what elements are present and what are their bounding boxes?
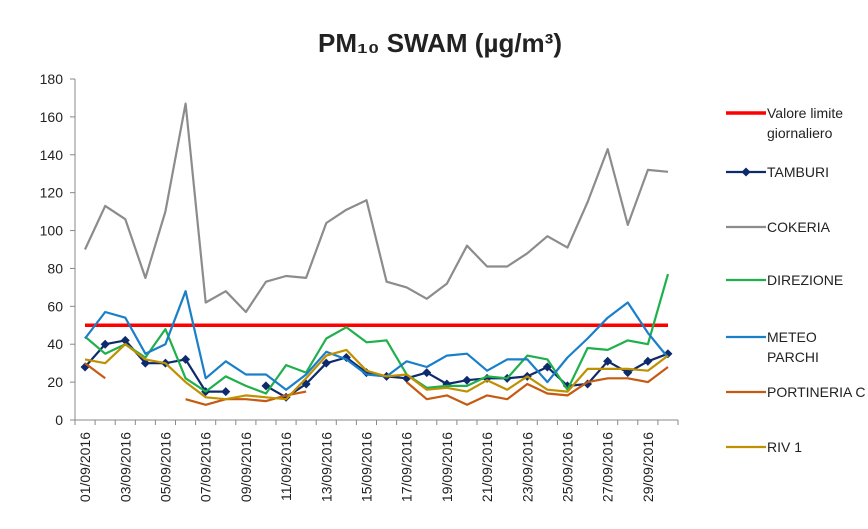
x-tick-label: 21/09/2016 [479, 432, 495, 502]
legend-label: TAMBURI [767, 164, 829, 180]
point-marker [643, 356, 653, 366]
x-tick-label: 11/09/2016 [278, 432, 294, 501]
y-tick-label: 120 [40, 185, 64, 201]
legend-label: RIV 1 [767, 439, 803, 455]
point-marker [422, 368, 432, 378]
point-marker [321, 358, 331, 368]
point-marker [623, 368, 633, 378]
x-tick-label: 13/09/2016 [318, 432, 334, 502]
x-tick-label: 17/09/2016 [399, 432, 415, 502]
x-tick-label: 19/09/2016 [439, 432, 455, 502]
series-line [84, 343, 669, 401]
y-tick-label: 40 [47, 336, 63, 352]
point-marker [603, 356, 613, 366]
legend-label: METEO PARCHI [767, 329, 819, 365]
point-marker [261, 381, 271, 391]
x-tick-label: 09/09/2016 [238, 432, 254, 502]
legend-label: PORTINERIA C [767, 384, 866, 400]
series-line [84, 273, 670, 395]
point-marker [120, 335, 130, 345]
legend-label: DIREZIONE [767, 272, 844, 288]
y-tick-label: 160 [40, 109, 64, 125]
series-line [84, 290, 669, 391]
y-tick-label: 180 [40, 71, 64, 87]
x-tick-label: 07/09/2016 [198, 432, 214, 502]
y-tick-label: 100 [40, 223, 64, 239]
point-marker [181, 354, 191, 364]
x-tick-label: 29/09/2016 [640, 432, 656, 502]
y-tick-label: 80 [47, 260, 63, 276]
series-line [84, 102, 669, 314]
y-tick-label: 0 [55, 412, 63, 428]
x-tick-label: 15/09/2016 [358, 432, 374, 502]
x-tick-label: 05/09/2016 [157, 432, 173, 502]
x-tick-label: 01/09/2016 [77, 432, 93, 502]
series-line [84, 362, 669, 406]
x-tick-label: 27/09/2016 [600, 432, 616, 502]
legend-marker [741, 167, 751, 177]
legend-label: Valore limite giornaliero [767, 105, 843, 141]
y-tick-label: 140 [40, 147, 64, 163]
y-tick-label: 60 [47, 298, 63, 314]
point-marker [100, 339, 110, 349]
y-tick-label: 20 [47, 374, 63, 390]
x-tick-label: 25/09/2016 [559, 432, 575, 502]
x-tick-label: 23/09/2016 [519, 432, 535, 502]
x-tick-label: 03/09/2016 [117, 432, 133, 502]
point-marker [462, 375, 472, 385]
chart-title: PM₁₀ SWAM (µg/m³) [318, 28, 562, 58]
legend-label: COKERIA [767, 219, 831, 235]
point-marker [221, 387, 231, 397]
